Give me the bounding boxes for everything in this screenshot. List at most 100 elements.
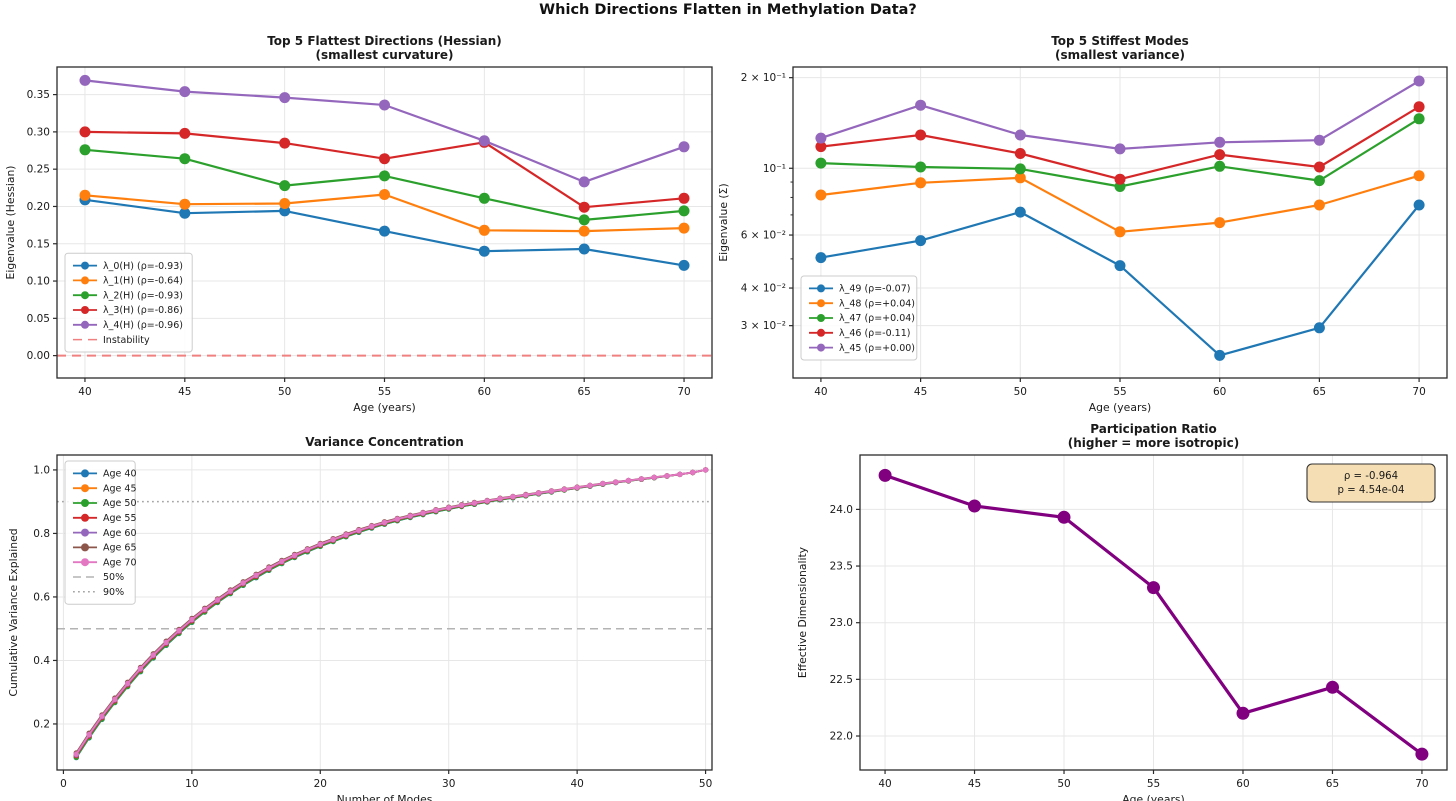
data-point bbox=[1014, 129, 1026, 141]
data-point bbox=[279, 180, 291, 192]
data-point bbox=[678, 141, 690, 153]
y-tick-label: 0.15 bbox=[27, 238, 50, 250]
legend-label: Age 40 bbox=[103, 469, 136, 480]
data-point bbox=[625, 477, 632, 484]
y-tick-label: 0.6 bbox=[33, 591, 50, 603]
legend-label: λ_0(H) (ρ=-0.93) bbox=[103, 261, 183, 272]
data-point bbox=[407, 513, 413, 519]
x-tick-label: 45 bbox=[914, 386, 927, 398]
data-point bbox=[815, 132, 827, 144]
x-axis-label: Age (years) bbox=[353, 401, 415, 414]
series-Age 65 bbox=[73, 467, 709, 756]
data-point bbox=[179, 86, 191, 98]
data-point bbox=[1014, 172, 1026, 184]
data-point bbox=[478, 245, 490, 257]
data-point bbox=[1214, 160, 1226, 172]
y-tick-label: 2 × 10⁻¹ bbox=[741, 72, 786, 84]
gridlines bbox=[57, 455, 712, 770]
data-point bbox=[266, 565, 272, 571]
data-point bbox=[179, 198, 191, 210]
x-tick-label: 40 bbox=[814, 386, 827, 398]
series-λ_1(H) (ρ=-0.64) bbox=[79, 189, 690, 237]
data-point bbox=[1014, 163, 1026, 175]
data-point bbox=[600, 480, 606, 487]
data-point bbox=[497, 495, 503, 502]
legend-label: λ_4(H) (ρ=-0.96) bbox=[103, 320, 183, 331]
x-tick-label: 45 bbox=[178, 386, 191, 398]
data-point bbox=[379, 170, 390, 182]
data-point bbox=[279, 137, 291, 149]
data-point bbox=[179, 153, 191, 165]
y-tick-label: 0.35 bbox=[27, 89, 50, 101]
chart-title: Participation Ratio bbox=[1090, 422, 1217, 436]
y-tick-label: 3 × 10⁻² bbox=[741, 320, 786, 332]
data-point bbox=[394, 516, 400, 522]
data-point bbox=[189, 616, 195, 623]
data-point bbox=[915, 177, 927, 189]
data-point bbox=[112, 696, 118, 702]
legend-label: λ_2(H) (ρ=-0.93) bbox=[103, 290, 183, 301]
chart-subtitle: (smallest curvature) bbox=[316, 48, 454, 62]
data-point bbox=[86, 731, 92, 738]
data-point bbox=[79, 126, 91, 138]
data-point bbox=[471, 500, 478, 506]
data-point bbox=[79, 74, 91, 86]
legend-label: λ_48 (ρ=+0.04) bbox=[839, 298, 915, 309]
data-point bbox=[915, 235, 927, 247]
data-point bbox=[1214, 349, 1226, 361]
data-point bbox=[690, 469, 696, 476]
annotation-line: ρ = -0.964 bbox=[1344, 471, 1398, 482]
data-point bbox=[815, 141, 827, 153]
y-axis-label: Cumulative Variance Explained bbox=[7, 528, 20, 696]
stats-annotation: ρ = -0.964 p = 4.54e-04 bbox=[1306, 463, 1436, 503]
y-tick-label: 1.0 bbox=[33, 464, 50, 476]
series-Age 40 bbox=[73, 467, 709, 761]
x-tick-label: 55 bbox=[378, 386, 391, 398]
legend-label: Age 70 bbox=[103, 557, 136, 568]
data-point bbox=[478, 135, 490, 147]
series-λ_48 (ρ=+0.04) bbox=[815, 170, 1425, 238]
axis-ticks: 40 45 50 55 60 65 70 22.0 22.5 23.0 23.5 24.0 bbox=[830, 504, 1429, 790]
legend-label: 50% bbox=[103, 572, 124, 583]
legend-label: λ_3(H) (ρ=-0.86) bbox=[103, 305, 183, 316]
legend-label: λ_47 (ρ=+0.04) bbox=[839, 313, 915, 324]
data-point bbox=[664, 473, 670, 479]
legend-label: Age 50 bbox=[103, 498, 136, 509]
data-point bbox=[379, 225, 390, 237]
data-point bbox=[1313, 199, 1325, 211]
series-λ_49 (ρ=-0.07) bbox=[815, 199, 1425, 361]
data-point bbox=[578, 243, 590, 255]
y-tick-label: 22.5 bbox=[830, 674, 853, 686]
x-tick-label: 50 bbox=[1014, 386, 1027, 398]
x-tick-label: 65 bbox=[578, 386, 591, 398]
data-point bbox=[510, 494, 516, 500]
series-Age 45 bbox=[73, 467, 709, 759]
legend-label: Age 60 bbox=[103, 528, 136, 539]
y-tick-label: 6 × 10⁻² bbox=[741, 230, 786, 242]
data-point bbox=[1057, 510, 1071, 524]
data-point bbox=[379, 99, 390, 111]
data-point bbox=[968, 499, 981, 513]
chart-subtitle: (smallest variance) bbox=[1055, 48, 1185, 62]
data-point bbox=[1313, 322, 1325, 334]
legend-label: λ_46 (ρ=-0.11) bbox=[839, 328, 910, 339]
data-point bbox=[678, 205, 690, 217]
x-axis-label: Age (years) bbox=[1089, 401, 1151, 414]
series-Age 50 bbox=[73, 467, 709, 760]
y-tick-label: 22.0 bbox=[830, 731, 853, 743]
data-point bbox=[484, 498, 490, 504]
data-point bbox=[343, 532, 349, 538]
x-tick-label: 45 bbox=[968, 778, 981, 790]
data-point bbox=[578, 214, 590, 226]
data-point bbox=[1114, 143, 1126, 155]
data-point bbox=[1313, 134, 1325, 146]
chart-subtitle: (higher = more isotropic) bbox=[1068, 436, 1239, 450]
chart-title: Top 5 Flattest Directions (Hessian) bbox=[267, 34, 502, 48]
data-point bbox=[1214, 149, 1226, 161]
y-tick-label: 0.2 bbox=[33, 718, 50, 730]
data-point bbox=[124, 680, 131, 687]
data-point bbox=[815, 157, 827, 169]
data-point bbox=[915, 99, 927, 111]
data-point bbox=[613, 479, 619, 485]
